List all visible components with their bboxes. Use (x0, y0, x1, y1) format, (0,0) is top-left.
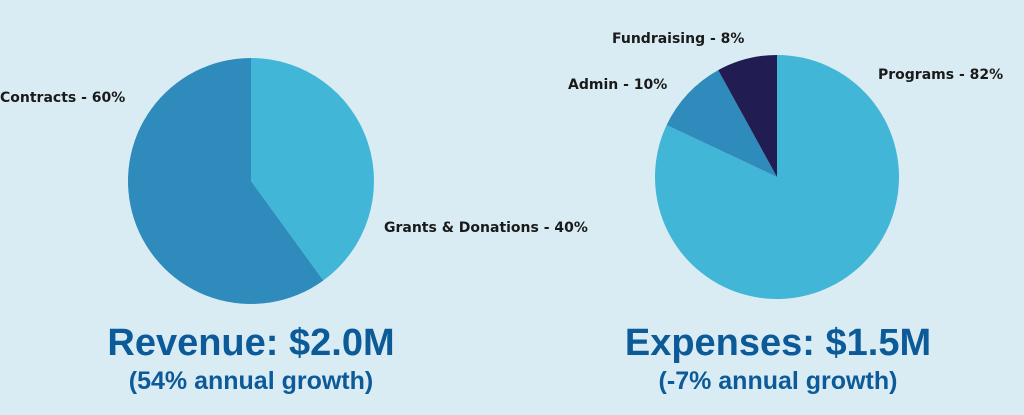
slice-label-admin: Admin - 10% (568, 77, 668, 93)
slice-label-fundraising: Fundraising - 8% (612, 31, 745, 47)
pie-slice-admin (666, 70, 777, 177)
pie-slice-contracts (127, 58, 324, 304)
slice-label-contracts: Contracts - 60% (0, 90, 126, 106)
revenue-title: Revenue: $2.0M (107, 322, 395, 364)
expenses-subtitle: (-7% annual growth) (658, 367, 898, 395)
expenses-title: Expenses: $1.5M (624, 322, 932, 364)
slice-label-grants: Grants & Donations - 40% (384, 220, 588, 236)
slice-label-programs: Programs - 82% (878, 67, 1004, 83)
pie-slice-fundraising (718, 55, 777, 177)
revenue-subtitle: (54% annual growth) (128, 367, 374, 395)
pie-slice-grants-donations (251, 58, 374, 281)
